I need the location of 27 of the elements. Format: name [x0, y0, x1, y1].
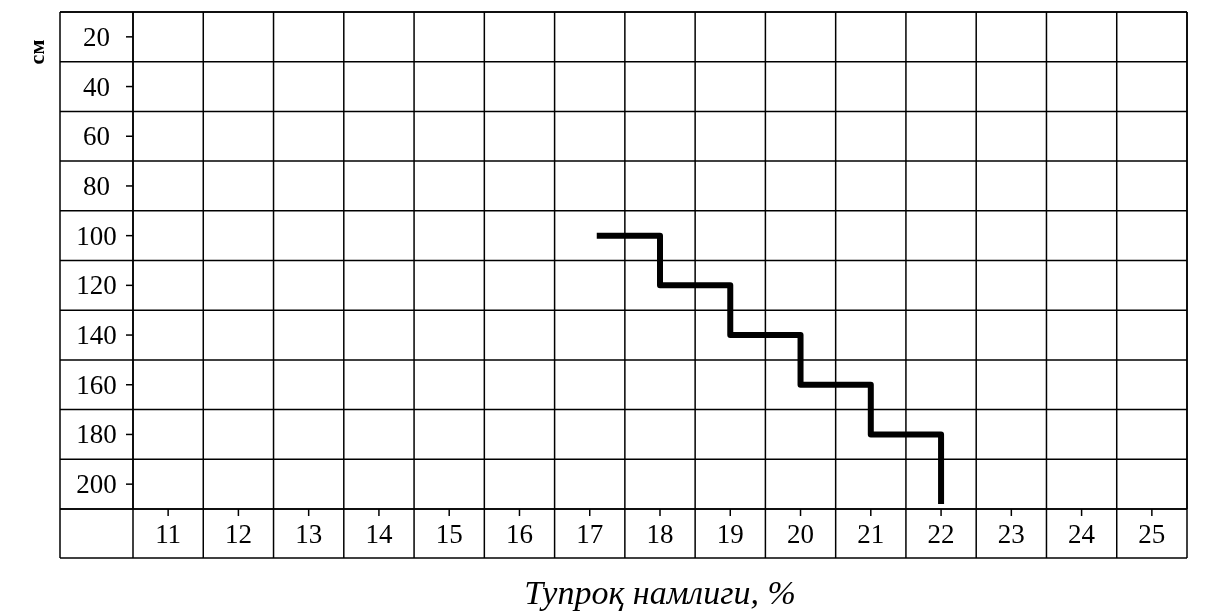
- y-tick-label: 180: [76, 419, 117, 450]
- y-tick-label: 120: [76, 270, 117, 301]
- x-tick-label: 25: [1138, 518, 1166, 549]
- y-tick-label: 80: [83, 170, 110, 201]
- y-tick-label: 160: [76, 369, 117, 400]
- x-tick-label: 17: [576, 518, 604, 549]
- y-tick-label: 20: [83, 21, 110, 52]
- x-tick-label: 12: [224, 518, 252, 549]
- y-tick-label: 200: [76, 469, 117, 500]
- x-tick-label: 13: [295, 518, 323, 549]
- x-tick-label: 22: [927, 518, 955, 549]
- x-tick-label: 16: [505, 518, 533, 549]
- x-tick-label: 19: [716, 518, 744, 549]
- x-tick-label: 15: [435, 518, 463, 549]
- x-tick-label: 21: [857, 518, 885, 549]
- x-tick-label: 24: [1068, 518, 1096, 549]
- y-tick-label: 140: [76, 320, 117, 351]
- x-tick-label: 11: [155, 518, 182, 549]
- x-tick-label: 14: [365, 518, 393, 549]
- y-tick-label: 40: [83, 71, 110, 102]
- y-tick-label: 60: [83, 121, 110, 152]
- x-tick-label: 18: [646, 518, 674, 549]
- x-axis-title: Тупроқ намлиги, %: [524, 573, 796, 611]
- y-tick-label: 100: [76, 220, 117, 251]
- x-tick-label: 23: [997, 518, 1025, 549]
- y-axis-title: см: [23, 39, 49, 65]
- x-tick-label: 20: [787, 518, 815, 549]
